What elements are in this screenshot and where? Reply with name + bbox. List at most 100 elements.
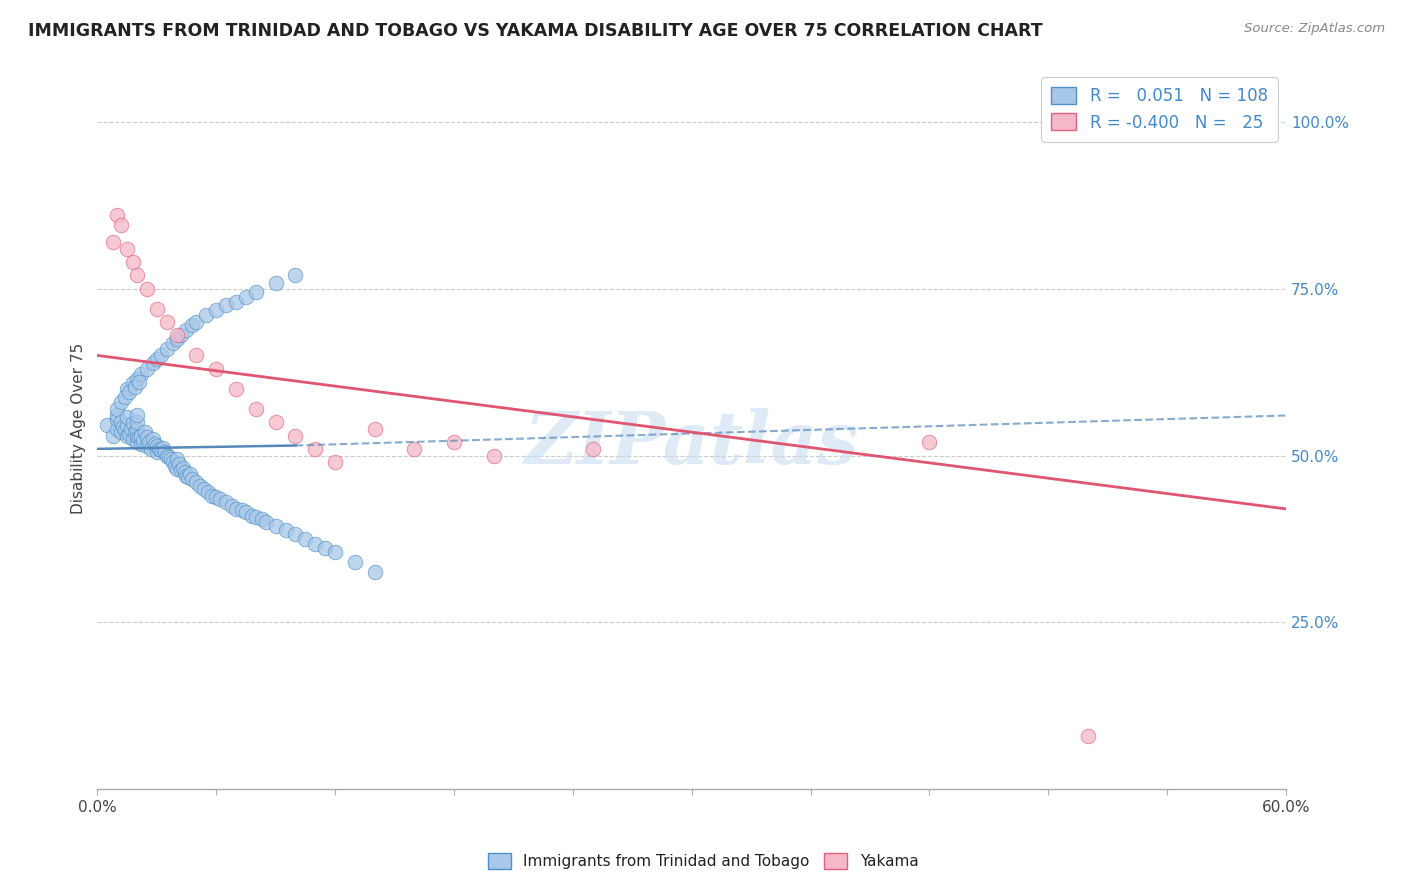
Point (105, 422, 128, 436)
Point (482, 449, 505, 463)
Point (284, 527, 307, 541)
Point (186, 315, 208, 329)
Point (201, 489, 224, 503)
Point (125, 409, 148, 423)
Point (129, 428, 152, 442)
Point (112, 420, 135, 434)
Point (105, 208, 128, 222)
Point (443, 435, 465, 450)
Point (235, 505, 257, 519)
Point (205, 361, 228, 376)
Text: ZIPatlas: ZIPatlas (524, 408, 859, 479)
Point (110, 219, 132, 233)
Point (323, 455, 346, 469)
Point (125, 372, 148, 386)
Point (115, 242, 138, 256)
Point (105, 401, 128, 416)
Point (152, 441, 174, 455)
Point (225, 382, 247, 396)
Point (125, 415, 148, 429)
Point (304, 442, 326, 456)
Point (314, 541, 336, 555)
Point (125, 422, 148, 436)
Point (190, 478, 212, 492)
Point (110, 395, 132, 409)
Point (110, 415, 132, 429)
Point (135, 430, 157, 444)
Point (176, 323, 198, 337)
Point (153, 444, 176, 458)
Point (363, 422, 385, 436)
Point (162, 336, 184, 351)
Point (264, 518, 287, 533)
Point (114, 390, 136, 404)
Point (135, 438, 157, 452)
Point (135, 361, 157, 376)
Point (142, 432, 165, 446)
Point (240, 508, 263, 523)
Point (181, 318, 204, 333)
Point (181, 472, 204, 486)
Point (193, 482, 215, 496)
Point (323, 545, 346, 559)
Point (169, 463, 191, 477)
Point (115, 409, 138, 424)
Text: Source: ZipAtlas.com: Source: ZipAtlas.com (1244, 22, 1385, 36)
Point (156, 449, 179, 463)
Point (163, 458, 186, 473)
Point (135, 282, 157, 296)
Point (115, 418, 138, 433)
Point (115, 382, 138, 396)
Point (167, 457, 190, 471)
Point (156, 315, 179, 329)
Text: IMMIGRANTS FROM TRINIDAD AND TOBAGO VS YAKAMA DISABILITY AGE OVER 75 CORRELATION: IMMIGRANTS FROM TRINIDAD AND TOBAGO VS Y… (28, 22, 1043, 40)
Point (128, 430, 150, 444)
Point (231, 503, 253, 517)
Point (162, 455, 184, 469)
Point (172, 460, 194, 475)
Point (245, 285, 267, 299)
Point (173, 465, 195, 479)
Point (125, 428, 148, 442)
Point (146, 301, 169, 316)
Point (176, 468, 198, 483)
Point (166, 451, 188, 466)
Point (235, 290, 257, 304)
Point (146, 351, 169, 366)
Point (245, 509, 267, 524)
Point (114, 423, 136, 437)
Point (221, 499, 243, 513)
Point (122, 376, 145, 391)
Point (124, 380, 146, 394)
Point (105, 409, 128, 423)
Point (138, 435, 160, 450)
Y-axis label: Disability Age Over 75: Disability Age Over 75 (72, 343, 86, 515)
Point (215, 298, 238, 312)
Point (284, 428, 307, 442)
Point (149, 348, 172, 362)
Legend: Immigrants from Trinidad and Tobago, Yakama: Immigrants from Trinidad and Tobago, Yak… (481, 847, 925, 875)
Point (143, 436, 166, 450)
Point (205, 303, 228, 318)
Point (294, 532, 316, 546)
Point (142, 356, 165, 370)
Point (115, 428, 138, 442)
Point (166, 462, 188, 476)
Point (96, 418, 118, 433)
Point (146, 445, 169, 459)
Point (118, 385, 141, 400)
Point (264, 415, 287, 429)
Point (169, 328, 191, 343)
Point (264, 277, 287, 291)
Point (120, 422, 142, 436)
Point (125, 435, 148, 450)
Point (156, 342, 179, 356)
Point (122, 417, 145, 431)
Point (1077, 729, 1099, 743)
Point (177, 470, 200, 484)
Point (195, 309, 218, 323)
Point (134, 425, 156, 439)
Point (148, 442, 170, 456)
Point (343, 555, 366, 569)
Point (103, 428, 125, 442)
